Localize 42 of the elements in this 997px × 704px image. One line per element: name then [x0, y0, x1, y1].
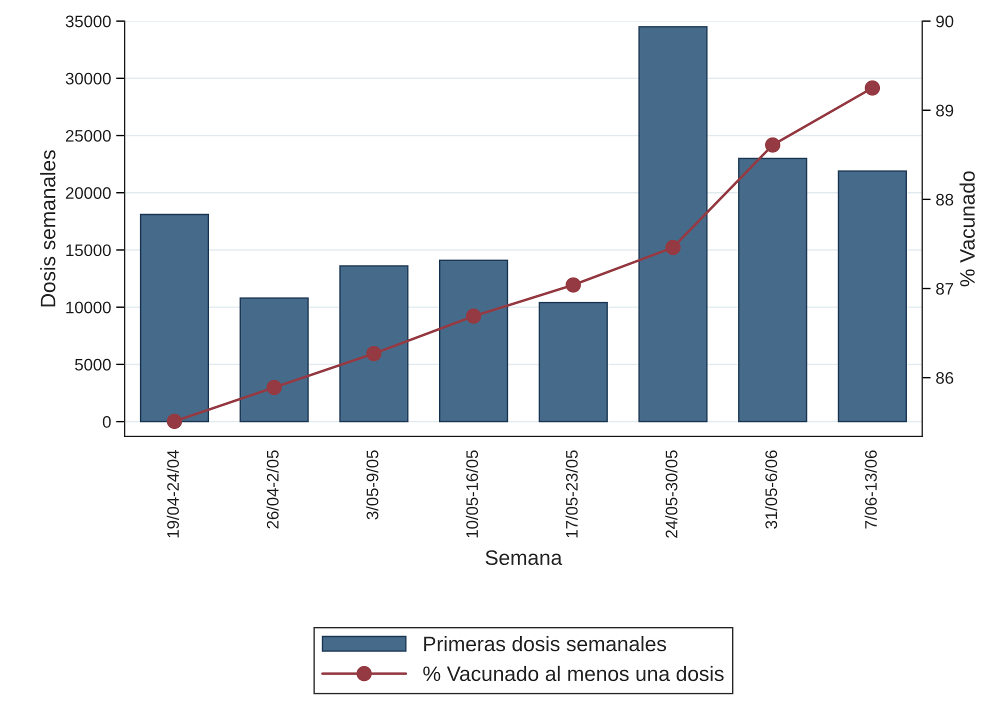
point: [266, 380, 282, 396]
x-axis-title: Semana: [486, 550, 562, 566]
x-tick-label: 3/05-9/05: [366, 450, 378, 520]
y-tick-label: 20000: [66, 187, 111, 199]
bar: [438, 260, 508, 422]
y2-tick-label: 87: [936, 282, 954, 295]
bar: [140, 214, 210, 422]
x-tick-label: 17/05-23/05: [566, 450, 578, 538]
y-tick-label: 5000: [75, 358, 111, 371]
point: [166, 414, 182, 429]
bar: [240, 297, 309, 422]
x-tick-label: 10/05-16/05: [466, 450, 478, 538]
bar: [339, 265, 408, 422]
point: [366, 346, 382, 362]
y-tick-label: 30000: [66, 72, 111, 85]
y-tick-label: 25000: [66, 130, 111, 142]
x-tick-label: 24/05-30/05: [665, 450, 678, 538]
x-tick-label: 7/06-13/06: [864, 450, 877, 529]
y-tick-label: 35000: [66, 16, 111, 28]
x-tick-label: 31/05-6/06: [764, 450, 778, 529]
point: [566, 277, 581, 293]
y-tick-label: 10000: [66, 302, 111, 314]
y-tick-label: 0: [102, 416, 111, 428]
point: [665, 240, 681, 256]
y2-axis-title: % Vacunado: [960, 171, 975, 286]
bar: [838, 170, 907, 422]
bar: [738, 158, 808, 422]
y2-tick-label: 90: [936, 16, 954, 28]
y2-tick-label: 88: [936, 194, 954, 206]
y-tick-label: 15000: [66, 244, 111, 256]
point: [864, 80, 880, 96]
y-axis-title: Dosis semanales: [40, 150, 56, 306]
legend-label: Primeras dosis semanales: [424, 636, 666, 652]
point: [765, 137, 780, 153]
point: [466, 308, 482, 324]
x-tick-label: 26/04-2/05: [266, 450, 279, 529]
y2-tick-label: 89: [936, 104, 954, 116]
legend-label: % Vacunado al menos una dosis: [423, 666, 724, 682]
bar: [538, 302, 608, 422]
y2-tick-label: 86: [936, 372, 954, 384]
bar: [638, 26, 708, 422]
x-tick-label: 19/04-24/04: [166, 450, 179, 538]
